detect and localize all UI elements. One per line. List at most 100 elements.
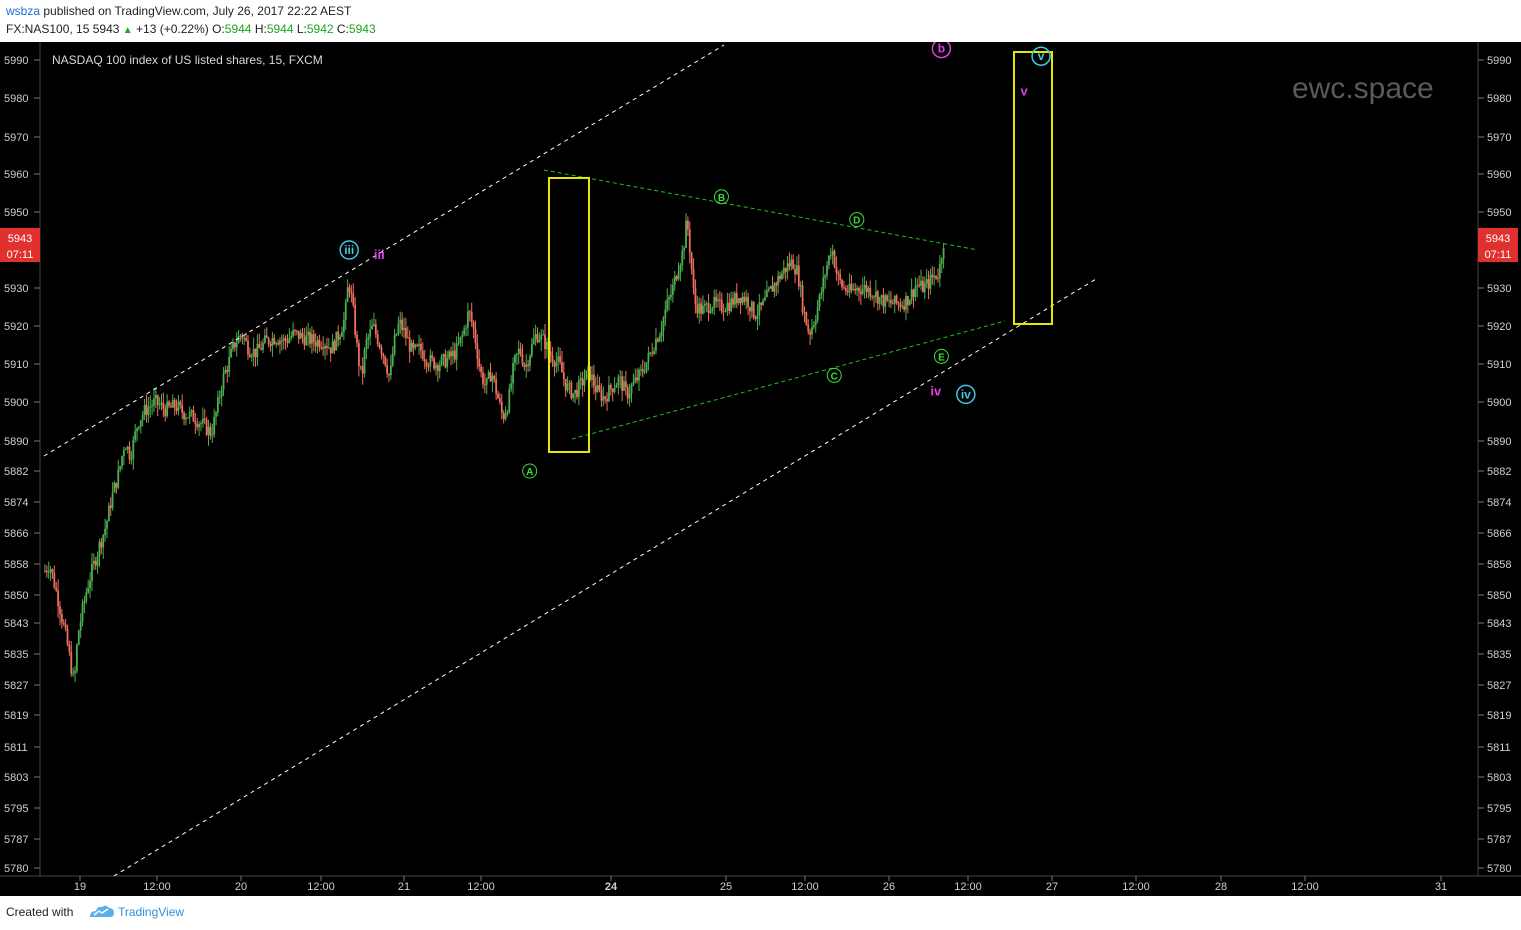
candle-body xyxy=(282,338,285,341)
candle-body xyxy=(937,278,939,280)
candle-body xyxy=(715,296,717,302)
candles-layer xyxy=(44,213,945,683)
candle-body xyxy=(72,673,75,675)
candle-body xyxy=(687,220,689,230)
candle-body xyxy=(450,351,452,357)
candle-body xyxy=(523,364,526,367)
candle-body xyxy=(655,338,657,352)
y-tick-label-right: 5950 xyxy=(1487,207,1511,219)
candle-body xyxy=(265,335,268,339)
candle-body xyxy=(85,592,88,602)
right-price-scale[interactable]: 5990 5980 5970 5960 5950 5930 5920 5910 5900 5890… xyxy=(1478,55,1511,875)
candle-body xyxy=(660,330,663,337)
candle-body xyxy=(472,322,475,329)
chart-area[interactable]: 5990 5980 5970 5960 5950 5930 5920 5910 5900 5890… xyxy=(0,42,1521,896)
footer: Created with TradingView xyxy=(0,896,1521,930)
candle-body xyxy=(632,381,635,386)
candle-body xyxy=(382,353,385,357)
candle-body xyxy=(942,248,945,260)
candle-body xyxy=(869,287,872,297)
candle-body xyxy=(829,255,832,257)
wave-label-text: A xyxy=(526,467,533,478)
y-tick-label: 5980 xyxy=(4,93,28,105)
candle-body xyxy=(316,339,319,347)
y-tick-label: 5890 xyxy=(4,436,28,448)
candle-body xyxy=(914,286,917,297)
candle-body xyxy=(491,375,494,382)
candle-body xyxy=(480,366,482,373)
candle-body xyxy=(882,295,885,307)
candle-body xyxy=(906,295,909,306)
candle-body xyxy=(636,377,639,381)
last-price: 5943 xyxy=(92,22,120,36)
candle-body xyxy=(574,389,576,394)
candle-body xyxy=(764,297,766,301)
candle-body xyxy=(294,330,296,332)
candle-body xyxy=(224,369,227,373)
candle-body xyxy=(337,331,340,340)
candle-body xyxy=(826,265,828,276)
candle-body xyxy=(474,328,477,344)
y-tick-label-right: 5866 xyxy=(1487,528,1511,540)
candle-body xyxy=(799,285,802,287)
time-scale[interactable]: 19 12:00 20 12:00 21 12:00 24 25 12:00 26 12:00 27 1… xyxy=(74,876,1447,893)
candle-body xyxy=(153,398,155,406)
candle-body xyxy=(497,393,499,399)
candle-body xyxy=(856,288,858,291)
y-tick-label: 5970 xyxy=(4,132,28,144)
candle-body xyxy=(356,334,358,344)
candle-body xyxy=(675,276,678,280)
candle-body xyxy=(519,348,522,355)
close-value: 5943 xyxy=(348,22,376,36)
candle-body xyxy=(243,338,246,340)
y-tick-label: 5787 xyxy=(4,834,28,846)
candle-body xyxy=(421,350,424,360)
candle-body xyxy=(222,372,225,390)
candle-body xyxy=(747,296,749,308)
badge-countdown-left: 07:11 xyxy=(7,249,34,261)
y-tick-label: 5811 xyxy=(4,742,28,754)
candle-body xyxy=(668,297,670,300)
candle-body xyxy=(201,418,204,424)
tradingview-cloud-icon[interactable] xyxy=(88,901,228,921)
candle-body xyxy=(728,302,731,311)
candle-body xyxy=(273,338,276,345)
candle-body xyxy=(843,287,845,289)
candle-body xyxy=(756,315,759,319)
candle-body xyxy=(186,417,189,419)
y-tick-label: 5835 xyxy=(4,649,28,661)
x-tick-label: 12:00 xyxy=(1122,881,1150,893)
candle-body xyxy=(626,387,629,399)
candle-body xyxy=(371,325,373,330)
candle-body xyxy=(750,301,753,312)
candle-body xyxy=(807,325,810,332)
candle-body xyxy=(452,350,454,357)
candle-body xyxy=(671,284,674,295)
candle-body xyxy=(752,301,755,318)
tradingview-brand[interactable]: TradingView xyxy=(118,905,185,919)
author-link[interactable]: wsbza xyxy=(6,4,41,18)
candle-body xyxy=(771,286,774,292)
candle-body xyxy=(679,265,682,273)
candle-body xyxy=(621,376,623,391)
candle-body xyxy=(414,344,417,348)
candle-body xyxy=(457,342,460,344)
candle-body xyxy=(322,347,325,349)
candle-body xyxy=(465,327,467,329)
candle-body xyxy=(92,560,95,564)
price-chart[interactable]: 5990 5980 5970 5960 5950 5930 5920 5910 5900 5890… xyxy=(0,42,1521,896)
candle-body xyxy=(628,393,631,399)
wave-label-C-circle: C xyxy=(826,367,842,383)
candle-body xyxy=(384,356,387,366)
candle-body xyxy=(333,341,336,351)
candle-body xyxy=(198,423,200,428)
candle-body xyxy=(107,505,110,522)
y-tick-label: 5803 xyxy=(4,772,28,784)
candle-body xyxy=(624,381,627,388)
candle-body xyxy=(737,298,740,304)
y-tick-label-right: 5930 xyxy=(1487,283,1511,295)
candle-body xyxy=(611,388,614,392)
left-price-scale[interactable]: 5990 5980 5970 5960 5950 5930 5920 5910 5900 5890… xyxy=(4,55,40,875)
candle-body xyxy=(865,285,868,292)
candle-body xyxy=(841,280,843,288)
